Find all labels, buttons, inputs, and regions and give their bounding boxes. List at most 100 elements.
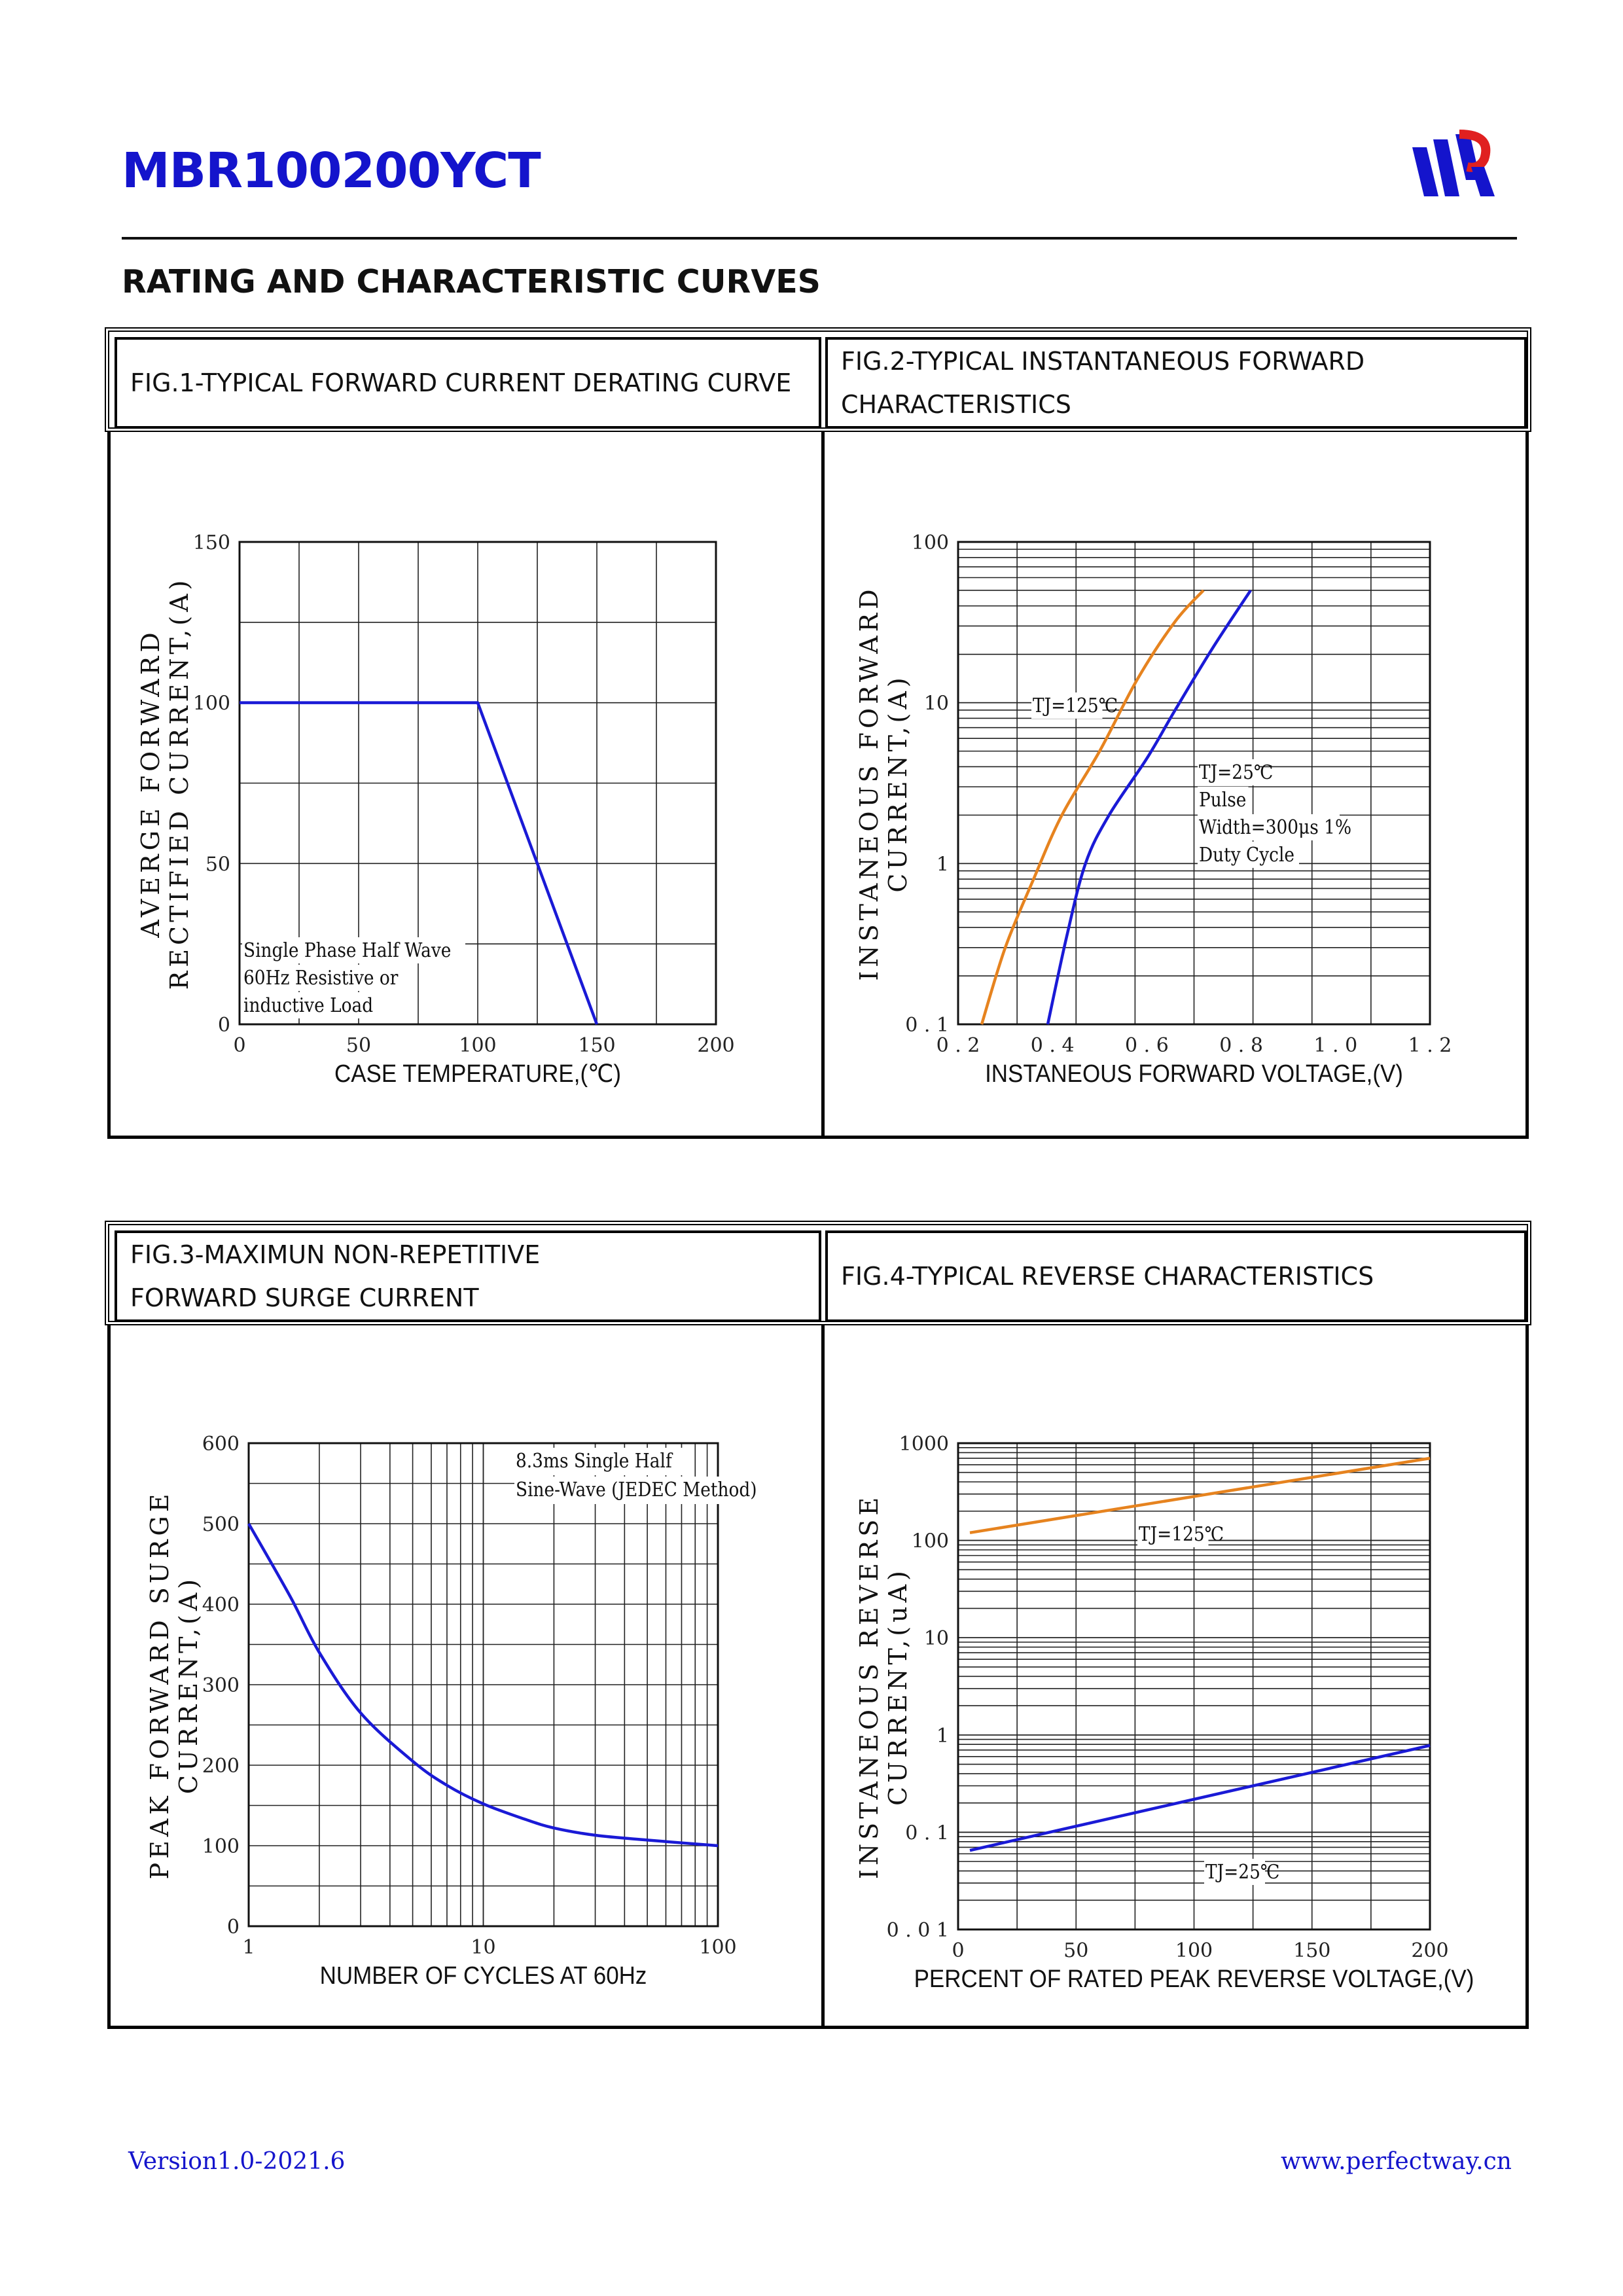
annotation-text: Width=300μs 1% (1199, 816, 1351, 838)
brand-logo (1412, 130, 1495, 196)
x-tick-label: 0 (952, 1939, 964, 1962)
chart-4-grid (957, 1443, 1431, 1930)
panel-top-divider (821, 432, 825, 1136)
chart-4: 0 50 100 150 200 0 . 0 1 0 . 1 1 10 100 1000 PERCEN… (855, 1433, 1474, 1992)
x-tick-label: 150 (578, 1034, 615, 1057)
x-axis-label: NUMBER OF CYCLES AT 60Hz (320, 1962, 647, 1990)
annotation-text: Sine-Wave (JEDEC Method) (516, 1478, 757, 1501)
series-line-2 (1046, 589, 1252, 1025)
y-tick-label: 600 (202, 1433, 240, 1456)
y-tick-label: 1 (936, 1725, 949, 1748)
annotation-bg (1031, 692, 1103, 719)
series-line-1 (240, 701, 599, 1025)
annotation-text: TJ=125℃ (1139, 1522, 1224, 1545)
annotation-text: Duty Cycle (1199, 843, 1294, 866)
annotation-bg (1198, 814, 1340, 840)
annotation-text: TJ=25℃ (1199, 761, 1273, 783)
x-tick-label: 50 (346, 1034, 371, 1057)
footer-website[interactable]: www.perfectway.cn (1280, 2148, 1512, 2175)
annotation-text: 60Hz Resistive or (243, 966, 399, 989)
x-tick-label: 200 (1411, 1939, 1448, 1962)
fig2-annotation-tj25: TJ=25℃ Pulse Width=300μs 1% Duty Cycle (1198, 759, 1351, 868)
fig1-title: FIG.1-TYPICAL FORWARD CURRENT DERATING C… (130, 368, 792, 397)
y-axis-label-line2: RECTIFIED CURRENT,(A) (165, 577, 194, 990)
panel-bottom-header: FIG.3-MAXIMUN NON-REPETITIVE FORWARD SUR… (105, 1221, 1531, 1325)
y-axis-label: PEAK FORWARD SURGE CURRENT,(A) (145, 1490, 203, 1879)
y-tick-label: 1 (936, 853, 949, 876)
annotation-text: Pulse (1199, 788, 1246, 811)
panel-bottom-body (107, 1325, 1529, 2029)
annotation-text: inductive Load (243, 994, 373, 1016)
x-tick-label: 100 (1175, 1939, 1213, 1962)
y-tick-label: 400 (202, 1594, 240, 1617)
x-tick-label: 200 (697, 1034, 734, 1057)
series-line-1 (247, 1522, 719, 1848)
y-axis-label: INSTANEOUS REVERSE CURRENT,(uA) (855, 1494, 912, 1879)
fig2-annotation-tj125: TJ=125℃ (1031, 692, 1118, 719)
chart-3-frame (247, 1442, 719, 1928)
annotation-bg (1137, 1521, 1209, 1547)
fig3-annotation: 8.3ms Single Half Sine-Wave (JEDEC Method… (514, 1448, 758, 1504)
x-tick-label: 150 (1293, 1939, 1330, 1962)
chart-2-frame (957, 541, 1431, 1026)
panel-top-body (107, 432, 1529, 1139)
fig3-title-line2: FORWARD SURGE CURRENT (130, 1283, 479, 1312)
y-tick-label: 150 (193, 531, 230, 554)
x-tick-label: 10 (471, 1936, 495, 1959)
fig2-title-line1: FIG.2-TYPICAL INSTANTANEOUS FORWARD (841, 347, 1365, 376)
y-tick-label: 100 (912, 531, 949, 554)
y-tick-label: 200 (202, 1755, 240, 1778)
x-tick-label: 1 . 0 (1313, 1034, 1357, 1057)
panel-bottom-divider (821, 1325, 825, 2026)
series-line-1 (969, 1456, 1431, 1535)
x-axis-label: CASE TEMPERATURE,(℃) (334, 1060, 621, 1088)
x-tick-label: 1 (242, 1936, 255, 1959)
annotation-text: Single Phase Half Wave (243, 939, 451, 961)
series-line-1 (980, 589, 1205, 1025)
y-tick-label: 0 . 0 1 (887, 1919, 949, 1942)
fig4-annotation-tj25: TJ=25℃ (1204, 1859, 1279, 1885)
x-tick-label: 0 . 2 (936, 1034, 980, 1057)
y-tick-label: 0 (227, 1916, 240, 1939)
fig3-title-cell: FIG.3-MAXIMUN NON-REPETITIVE FORWARD SUR… (115, 1230, 821, 1322)
y-axis-label: INSTANEOUS FORWARD CURRENT,(A) (855, 585, 912, 980)
panel-top-header: FIG.1-TYPICAL FORWARD CURRENT DERATING C… (105, 327, 1531, 432)
panel-top: FIG.1-TYPICAL FORWARD CURRENT DERATING C… (105, 327, 1531, 1145)
annotation-bg (514, 1477, 758, 1504)
x-tick-label: 0 (233, 1034, 245, 1057)
y-tick-label: 50 (205, 853, 230, 876)
x-tick-label: 100 (699, 1936, 736, 1959)
y-axis-label: AVERGE FORWARD RECTIFIED CURRENT,(A) (136, 577, 194, 990)
y-tick-label: 0 . 1 (905, 1014, 949, 1037)
annotation-text: 8.3ms Single Half (516, 1449, 673, 1472)
part-number-title: MBR100200YCT (122, 143, 541, 199)
chart-3-grid (248, 1443, 719, 1927)
chart-1-frame (238, 541, 717, 1026)
chart-2-grid (957, 541, 1431, 1025)
series-line-2 (969, 1744, 1431, 1852)
chart-3: 1 10 100 0 100 200 300 400 500 600 NUMBER OF CYCLE… (145, 1433, 758, 1989)
y-axis-label-line2: CURRENT,(A) (174, 1575, 203, 1794)
section-title: RATING AND CHARACTERISTIC CURVES (122, 263, 821, 300)
y-axis-label-line1: INSTANEOUS REVERSE (855, 1494, 883, 1879)
fig4-title-cell: FIG.4-TYPICAL REVERSE CHARACTERISTICS (825, 1230, 1527, 1322)
annotation-bg (242, 992, 384, 1018)
fig1-annotation: Single Phase Half Wave 60Hz Resistive or i… (242, 937, 465, 1018)
annotation-bg (1204, 1859, 1265, 1885)
x-tick-label: 50 (1063, 1939, 1088, 1962)
x-axis-label: INSTANEOUS FORWARD VOLTAGE,(V) (985, 1060, 1403, 1088)
y-axis-label-line2: CURRENT,(A) (883, 673, 912, 892)
fig2-title-line2: CHARACTERISTICS (841, 390, 1071, 419)
y-tick-label: 0 (218, 1014, 230, 1037)
panel-bottom: FIG.3-MAXIMUN NON-REPETITIVE FORWARD SUR… (105, 1221, 1531, 2039)
x-tick-label: 0 . 6 (1125, 1034, 1169, 1057)
annotation-bg (514, 1448, 687, 1475)
annotation-bg (242, 937, 465, 963)
chart-2: 0 . 2 0 . 4 0 . 6 0 . 8 1 . 0 1 . 2 0 . 1 1 10 10… (855, 531, 1452, 1087)
annotation-bg (1198, 759, 1258, 785)
x-tick-label: 1 . 2 (1408, 1034, 1452, 1057)
annotation-bg (1198, 787, 1249, 813)
y-tick-label: 100 (912, 1530, 949, 1553)
x-tick-label: 0 . 8 (1219, 1034, 1263, 1057)
